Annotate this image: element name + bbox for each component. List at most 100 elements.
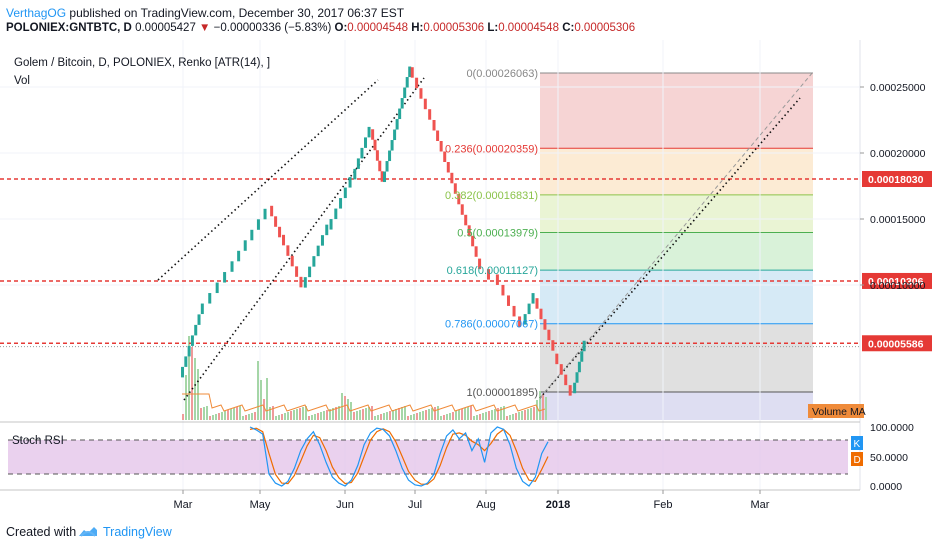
volume-bar [254, 412, 256, 420]
volume-bar [380, 414, 382, 420]
renko-brick [181, 366, 185, 378]
volume-bar [278, 415, 280, 420]
renko-brick [398, 108, 402, 120]
renko-brick [360, 147, 364, 159]
renko-brick [501, 284, 505, 296]
stoch-tick-label: 100.0000 [870, 422, 914, 434]
volume-bar [464, 408, 466, 420]
volume-bar [446, 414, 448, 420]
trend-line-upper [157, 79, 379, 281]
tradingview-logo-icon [79, 527, 97, 537]
volume-bar [275, 416, 277, 420]
volume-bar [248, 414, 250, 420]
volume-bar [368, 407, 370, 420]
volume-bar [371, 406, 373, 420]
fib-zone [540, 194, 813, 233]
volume-bar [191, 347, 193, 420]
volume-bar [512, 414, 514, 420]
volume-bar [407, 416, 409, 420]
price-tag [862, 171, 932, 188]
volume-bar [365, 408, 367, 420]
renko-brick [543, 319, 547, 330]
fibonacci-retracement[interactable] [540, 72, 813, 420]
renko-brick [523, 314, 527, 325]
stoch-legend[interactable]: Stoch RSI [12, 435, 64, 447]
fib-label: 0.382(0.00016831) [445, 190, 538, 202]
renko-brick [250, 229, 254, 241]
stoch-tick-label: 50.0000 [870, 452, 908, 464]
volume-bar [452, 412, 454, 420]
time-axis[interactable]: Mar May Jun Jul Aug 2018 Feb Mar [174, 490, 770, 511]
renko-brick [215, 282, 219, 294]
renko-brick [299, 276, 303, 288]
renko-brick [495, 274, 499, 285]
renko-brick [334, 208, 338, 220]
horizontal-lines[interactable] [0, 178, 860, 348]
volume-bar [497, 408, 499, 420]
fib-zone [540, 72, 813, 149]
fib-label: 1(0.00001895) [466, 387, 538, 399]
change-arrow-icon: ▼ [199, 22, 211, 34]
volume-bar [326, 410, 328, 420]
symbol-label[interactable]: POLONIEX:GNTBTC, D [6, 22, 132, 34]
volume-bar [482, 413, 484, 420]
volume-bar [242, 416, 244, 420]
volume-bar [284, 413, 286, 420]
volume-bar [431, 408, 433, 420]
volume-bar [524, 410, 526, 420]
renko-brick [423, 98, 427, 110]
volume-bar [260, 380, 262, 420]
volume-bar [395, 409, 397, 420]
k-badge [851, 436, 863, 450]
volume-bar [353, 412, 355, 420]
tradingview-brand-link[interactable]: TradingView [103, 525, 172, 539]
renko-brick [295, 266, 299, 277]
volume-bar [257, 361, 259, 420]
volume-legend[interactable]: Vol [14, 75, 30, 87]
fib-label: 0.786(0.00007067) [445, 319, 538, 331]
volume-bar [188, 336, 190, 420]
price-axis[interactable]: 0.00018030 0.00010306 0.00005586 0.00025000… [860, 82, 932, 493]
volume-bar [545, 397, 547, 420]
renko-brick [555, 353, 559, 365]
renko-brick [380, 171, 384, 182]
volume-bar [281, 414, 283, 420]
volume-ma-line [182, 393, 546, 412]
renko-brick [390, 140, 394, 151]
volume-bar [224, 411, 226, 420]
stoch-k-line [249, 426, 549, 487]
volume-bar [392, 410, 394, 420]
volume-bar [266, 378, 268, 420]
renko-brick [282, 234, 286, 246]
fib-label: 0.5(0.00013979) [457, 227, 538, 239]
renko-brick [286, 245, 290, 256]
volume-bar [470, 406, 472, 420]
low-value: 0.00004548 [498, 22, 559, 34]
chart-legend-title[interactable]: Golem / Bitcoin, D, POLONIEX, Renko [ATR… [14, 57, 270, 69]
y-tick-label: 0.00015000 [870, 214, 926, 226]
projection-line [539, 97, 801, 399]
volume-bar [314, 414, 316, 420]
volume-bar [386, 412, 388, 420]
volume-bar [479, 414, 481, 420]
renko-brick [432, 120, 436, 131]
stoch-d-line [249, 427, 549, 485]
volume-bar [527, 409, 529, 420]
renko-brick [506, 295, 510, 306]
k-badge-label: K [854, 439, 861, 450]
author-link[interactable]: VerthagOG [6, 6, 67, 20]
volume-bar [422, 411, 424, 420]
renko-brick [467, 225, 471, 236]
fib-zone [540, 391, 813, 420]
renko-brick [230, 261, 234, 272]
volume-bar [362, 409, 364, 420]
open-label: O: [334, 22, 348, 34]
renko-brick [208, 293, 212, 304]
renko-brick [582, 340, 586, 352]
stoch-tick-label: 0.0000 [870, 481, 902, 493]
renko-brick [325, 224, 329, 236]
volume-bar [329, 409, 331, 420]
renko-brick [568, 385, 572, 396]
y-tick-label: 0.00010000 [870, 280, 926, 292]
renko-brick [270, 205, 274, 217]
